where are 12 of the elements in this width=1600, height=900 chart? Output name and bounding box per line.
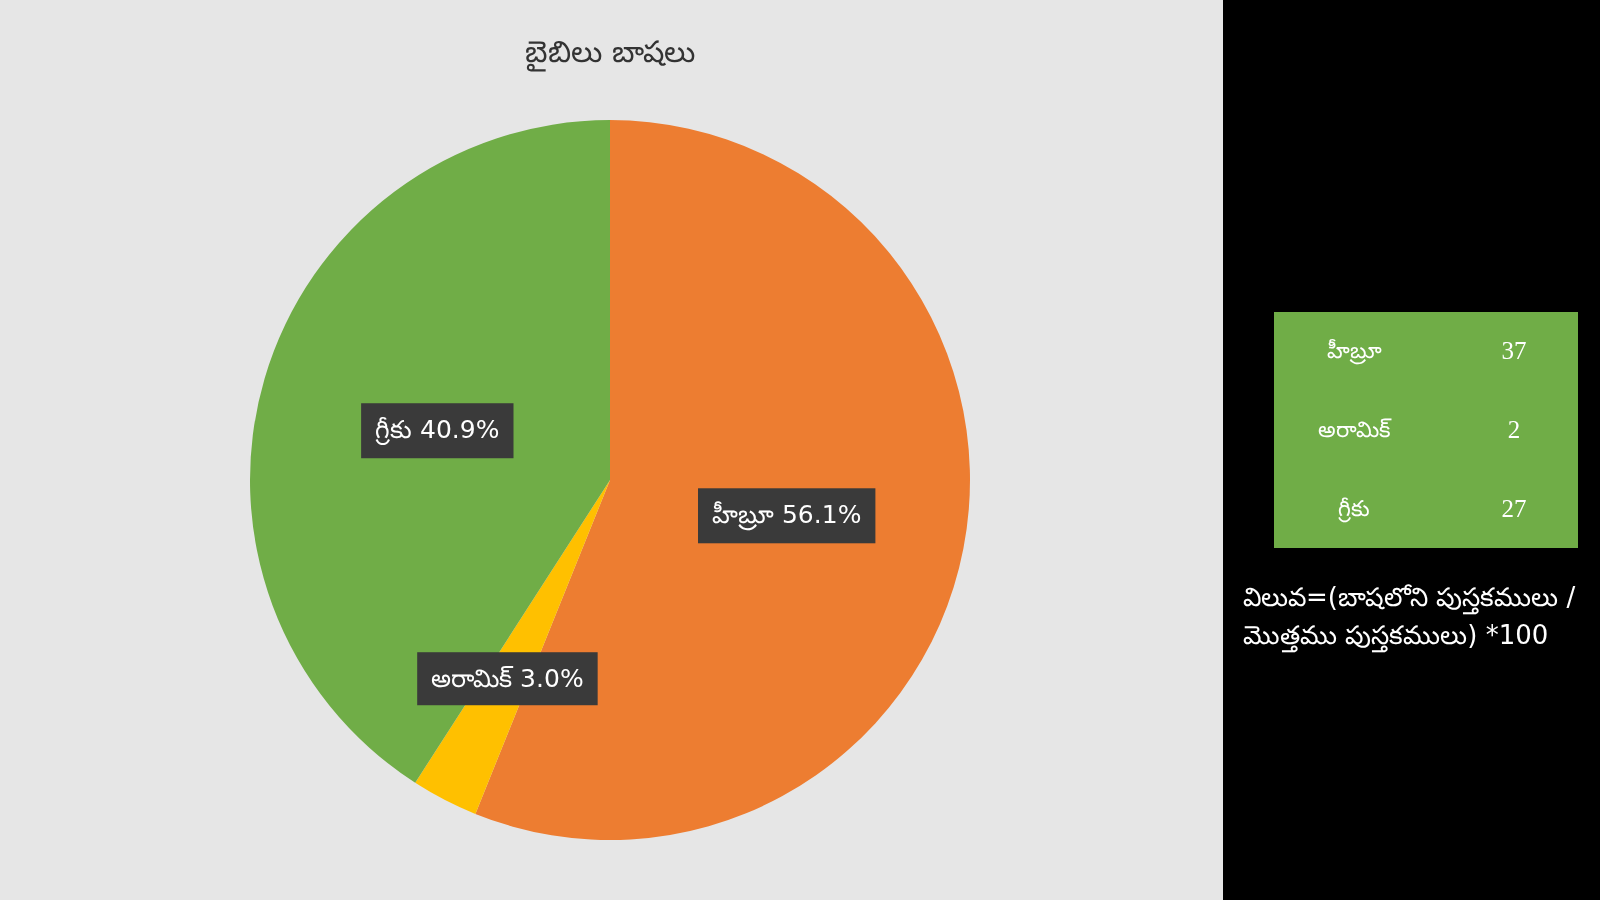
chart-title: బైబిలు బాషలు	[525, 34, 695, 72]
category-label: గ్రీకు	[1337, 494, 1371, 525]
category-label: అరామిక్	[1317, 416, 1393, 444]
slice-label: అరామిక్ 3.0%	[431, 664, 584, 694]
category-label: హీబ్రూ	[1325, 337, 1383, 367]
data-label: 37	[1500, 336, 1528, 367]
slice-label: గ్రీకు 40.9%	[375, 415, 500, 447]
slice-label: హీబ్రూ 56.1%	[712, 500, 862, 532]
data-label: 2	[1506, 415, 1522, 445]
data-label: 27	[1500, 493, 1528, 524]
text: విలువ=(బాషలోని పుస్తకములు / మొత్తము పుస్తకములు) *100	[1243, 581, 1577, 654]
pie-slice	[250, 120, 610, 783]
